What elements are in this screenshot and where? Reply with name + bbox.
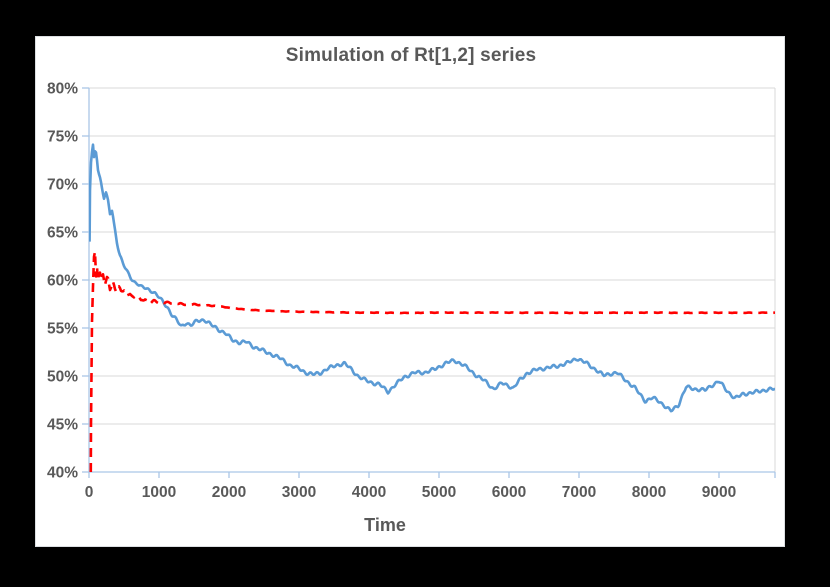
y-tick-label: 50% bbox=[47, 369, 78, 386]
chart-container[interactable]: 80% 75% 70% 65% 60% 55% 50% 45% 40% 0 1000 2000 3000… bbox=[35, 36, 785, 547]
x-tick-label: 5000 bbox=[422, 484, 456, 501]
x-tick-label: 3000 bbox=[282, 484, 316, 501]
y-tick-label: 80% bbox=[47, 81, 78, 98]
y-tick-label: 60% bbox=[47, 273, 78, 290]
x-tick-label: 1000 bbox=[142, 484, 176, 501]
x-tick-label: 9000 bbox=[702, 484, 736, 501]
y-tick-label: 75% bbox=[47, 129, 78, 146]
x-tick-label: 7000 bbox=[562, 484, 596, 501]
red-dashed-series-line bbox=[89, 250, 775, 472]
y-tick-label: 65% bbox=[47, 225, 78, 242]
x-tick-label: 0 bbox=[85, 484, 94, 501]
chart-plot: 80% 75% 70% 65% 60% 55% 50% 45% 40% 0 1000 2000 3000… bbox=[47, 81, 776, 501]
y-tick-label: 40% bbox=[47, 465, 78, 482]
x-tick-label: 4000 bbox=[352, 484, 386, 501]
x-axis-title: Time bbox=[364, 515, 406, 535]
chart-title: Simulation of Rt[1,2] series bbox=[285, 45, 537, 66]
blue-solid-series-line bbox=[89, 143, 775, 413]
x-tick-label: 6000 bbox=[492, 484, 526, 501]
y-tick-label: 70% bbox=[47, 177, 78, 194]
y-tick-label: 45% bbox=[47, 417, 78, 434]
y-tick-label: 55% bbox=[47, 321, 78, 338]
x-tick-label: 2000 bbox=[212, 484, 246, 501]
x-tick-label: 8000 bbox=[632, 484, 666, 501]
